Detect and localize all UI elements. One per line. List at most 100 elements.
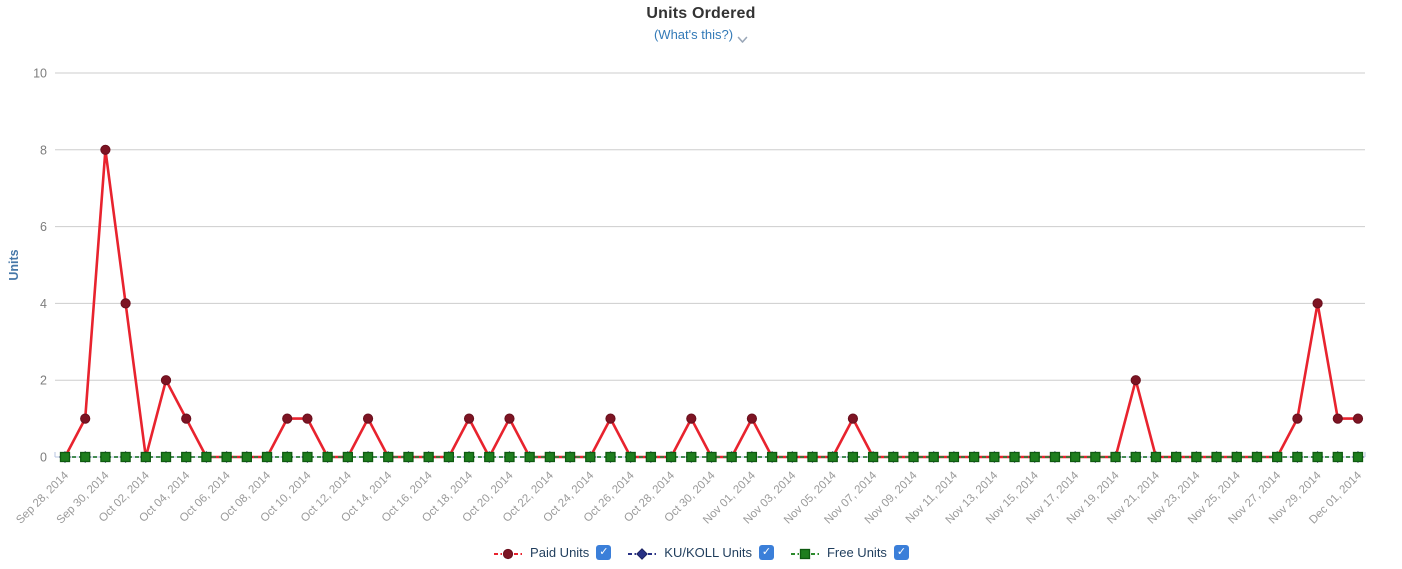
free-units-point[interactable] — [342, 451, 353, 463]
free-units-point[interactable] — [1292, 451, 1303, 463]
free-units-point[interactable] — [1029, 451, 1040, 463]
free-units-point[interactable] — [585, 451, 596, 463]
paid-units-point[interactable] — [1312, 298, 1323, 309]
free-units-point[interactable] — [1231, 451, 1242, 463]
free-units-point[interactable] — [1352, 451, 1364, 463]
free-units-point[interactable] — [1332, 451, 1343, 463]
paid-units-point[interactable] — [686, 413, 697, 424]
free-units-point[interactable] — [766, 451, 778, 463]
free-units-point[interactable] — [1251, 451, 1263, 463]
free-units-point[interactable] — [181, 451, 192, 463]
free-units-point[interactable] — [1312, 451, 1323, 463]
free-units-point[interactable] — [787, 451, 798, 463]
free-units-point[interactable] — [383, 451, 394, 463]
free-units-point[interactable] — [302, 451, 313, 463]
paid-units-point[interactable] — [120, 298, 131, 309]
free-units-point[interactable] — [605, 451, 616, 463]
paid-units-legend-marker-glyph — [502, 548, 514, 559]
free-units-legend-label: Free Units — [826, 545, 887, 560]
paid-units-point[interactable] — [362, 413, 374, 424]
free-units-point[interactable] — [625, 451, 636, 463]
free-units-point[interactable] — [221, 451, 232, 463]
ku-koll-units-legend-label: KU/KOLL Units — [664, 545, 752, 560]
chevron-down-icon[interactable] — [737, 31, 748, 43]
paid-units-point[interactable] — [160, 375, 172, 386]
free-units-point[interactable] — [484, 451, 495, 463]
paid-units-point[interactable] — [282, 413, 293, 424]
paid-units-checkbox[interactable]: ✓ — [596, 545, 612, 560]
free-units-point[interactable] — [1211, 451, 1222, 463]
free-units-point[interactable] — [261, 451, 273, 463]
free-units-point[interactable] — [1171, 451, 1182, 463]
free-units-point[interactable] — [443, 451, 455, 463]
paid-units-point[interactable] — [1130, 375, 1141, 386]
paid-units-point[interactable] — [746, 413, 758, 424]
ku-koll-units-checkbox[interactable]: ✓ — [758, 545, 774, 560]
free-units-point[interactable] — [847, 451, 859, 463]
paid-units-point[interactable] — [847, 413, 859, 424]
ku-koll-units-legend-marker — [627, 547, 657, 560]
free-units-point[interactable] — [1049, 451, 1061, 463]
free-units-point[interactable] — [241, 451, 252, 463]
free-units-point[interactable] — [160, 451, 172, 463]
legend-item-paid-units: Paid Units ✓ — [493, 545, 612, 560]
free-units-point[interactable] — [120, 451, 131, 463]
paid-units-point[interactable] — [1352, 413, 1364, 424]
paid-units-point[interactable] — [181, 413, 192, 424]
paid-units-point[interactable] — [1332, 413, 1343, 424]
free-units-point[interactable] — [867, 451, 879, 463]
free-units-point[interactable] — [888, 451, 899, 463]
free-units-point[interactable] — [423, 451, 434, 463]
free-units-point[interactable] — [362, 451, 374, 463]
free-units-point[interactable] — [1009, 451, 1020, 463]
paid-units-point[interactable] — [504, 413, 515, 424]
free-units-point[interactable] — [908, 451, 919, 463]
free-units-point[interactable] — [140, 451, 151, 463]
free-units-point[interactable] — [1150, 451, 1162, 463]
free-units-point[interactable] — [1110, 451, 1121, 463]
paid-units-point[interactable] — [100, 144, 111, 155]
free-units-point[interactable] — [989, 451, 1000, 463]
free-units-point[interactable] — [282, 451, 293, 463]
free-units-point[interactable] — [968, 451, 980, 463]
free-units-point[interactable] — [1272, 451, 1283, 463]
free-units-point[interactable] — [322, 451, 333, 463]
ku-koll-units-legend-marker-glyph — [636, 547, 649, 560]
free-units-checkbox[interactable]: ✓ — [893, 545, 909, 560]
free-units-point[interactable] — [59, 451, 71, 463]
chart-header: Units Ordered (What's this?) — [0, 5, 1402, 43]
free-units-point[interactable] — [100, 451, 111, 463]
free-units-point[interactable] — [827, 451, 838, 463]
paid-units-point[interactable] — [605, 413, 616, 424]
free-units-point[interactable] — [1191, 451, 1202, 463]
free-units-point[interactable] — [948, 451, 960, 463]
free-units-point[interactable] — [80, 451, 91, 463]
paid-units-legend-marker — [493, 547, 523, 559]
paid-units-point[interactable] — [302, 413, 313, 424]
paid-units-point[interactable] — [80, 413, 91, 424]
whats-this-link[interactable]: (What's this?) — [653, 27, 734, 42]
free-units-point[interactable] — [665, 451, 677, 463]
free-units-point[interactable] — [544, 451, 556, 463]
free-units-point[interactable] — [746, 451, 758, 463]
free-units-point[interactable] — [1070, 451, 1081, 463]
free-units-point[interactable] — [524, 451, 535, 463]
free-units-point[interactable] — [504, 451, 515, 463]
paid-units-point[interactable] — [1292, 413, 1303, 424]
free-units-point[interactable] — [807, 451, 818, 463]
free-units-point[interactable] — [403, 451, 414, 463]
free-units-point[interactable] — [706, 451, 717, 463]
y-tick-label: 8 — [40, 143, 47, 157]
free-units-point[interactable] — [726, 451, 737, 463]
free-units-point[interactable] — [1090, 451, 1101, 463]
free-units-point[interactable] — [928, 451, 939, 463]
free-units-point[interactable] — [686, 451, 697, 463]
paid-units-point[interactable] — [463, 413, 475, 424]
free-units-point[interactable] — [564, 451, 576, 463]
free-units-point[interactable] — [645, 451, 657, 463]
free-units-point[interactable] — [463, 451, 475, 463]
free-units-point[interactable] — [1130, 451, 1141, 463]
free-units-point[interactable] — [201, 451, 212, 463]
y-tick-label: 6 — [40, 220, 47, 234]
